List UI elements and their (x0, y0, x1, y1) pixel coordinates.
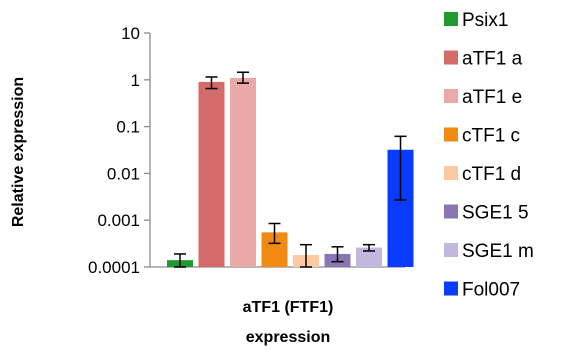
y-axis: 10 1 0.1 0.01 0.001 0.0001 (88, 24, 405, 277)
error-bar (174, 253, 186, 268)
y-tick-label: 0.1 (116, 118, 140, 137)
legend-label: Psix1 (462, 10, 508, 31)
legend-swatch (444, 243, 458, 257)
bars (167, 77, 414, 267)
error-bar (363, 243, 375, 252)
legend-label: Fol007 (462, 280, 520, 301)
legend-item: SGE1 m (444, 241, 534, 262)
legend-item: SGE1 5 (444, 203, 529, 224)
legend-swatch (444, 281, 458, 296)
legend-swatch (444, 12, 458, 26)
legend-swatch (444, 89, 458, 103)
legend-item: aTF1 e (444, 87, 522, 108)
error-bar (394, 135, 407, 201)
legend-item: cTF1 c (444, 126, 520, 147)
legend: Psix1 aTF1 a aTF1 e cTF1 c cTF1 d SGE1 5 SGE1 … (444, 10, 534, 301)
x-axis-title-line-2: expression (246, 329, 330, 346)
bar (356, 247, 382, 267)
legend-label: aTF1 a (462, 49, 523, 70)
legend-item: Fol007 (444, 280, 520, 301)
y-tick-label: 1 (131, 71, 140, 90)
legend-label: aTF1 e (462, 87, 522, 108)
y-axis-title: Relative expression (10, 77, 27, 227)
bar (198, 81, 225, 267)
x-axis-title-line-1: aTF1 (FTF1) (243, 299, 334, 316)
legend-swatch (444, 166, 458, 180)
legend-label: cTF1 d (462, 164, 521, 185)
y-tick-label: 0.001 (97, 211, 140, 230)
legend-item: Psix1 (444, 10, 508, 31)
error-bar (331, 246, 344, 263)
legend-label: cTF1 c (462, 126, 520, 147)
legend-label: SGE1 5 (462, 203, 529, 224)
legend-swatch (444, 204, 458, 219)
bar (230, 77, 256, 267)
error-bars (174, 71, 407, 268)
error-bar (268, 222, 281, 245)
y-tick-label: 0.01 (107, 164, 140, 183)
y-tick-label: 10 (121, 24, 140, 43)
error-bar (237, 71, 249, 84)
error-bar (300, 243, 312, 268)
legend-item: aTF1 a (444, 49, 523, 70)
legend-item: cTF1 d (444, 164, 521, 185)
error-bar (205, 76, 218, 90)
y-tick-label: 0.0001 (88, 258, 140, 277)
legend-swatch (444, 50, 458, 65)
legend-swatch (444, 127, 458, 142)
legend-label: SGE1 m (462, 241, 534, 262)
